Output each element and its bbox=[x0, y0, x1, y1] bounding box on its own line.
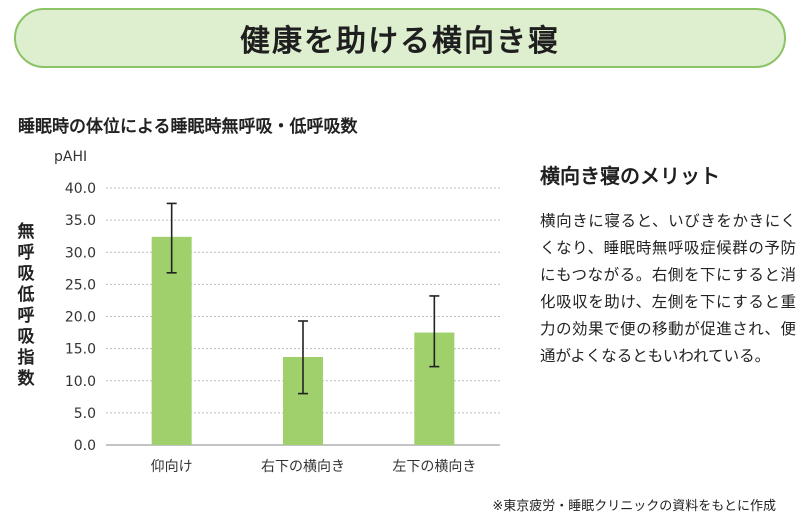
x-tick-label: 左下の横向き bbox=[392, 459, 476, 475]
y-tick-label: 20.0 bbox=[65, 310, 96, 326]
bar-chart: 0.0 5.0 10.0 15.0 20.0 25.0 30.0 35.0 40.0 仰向け 右下の… bbox=[65, 181, 500, 475]
y-axis-unit: pAHI bbox=[54, 149, 88, 165]
y-tick-label: 35.0 bbox=[65, 213, 96, 229]
y-tick-label: 10.0 bbox=[65, 374, 96, 390]
y-tick-label: 0.0 bbox=[74, 438, 96, 454]
source-note: ※東京疲労・睡眠クリニックの資料をもとに作成 bbox=[492, 499, 776, 514]
y-tick-label: 15.0 bbox=[65, 342, 96, 358]
x-tick-label: 仰向け bbox=[151, 459, 193, 475]
chart-title: 睡眠時の体位による睡眠時無呼吸・低呼吸数 bbox=[18, 117, 358, 137]
y-tick-label: 30.0 bbox=[65, 245, 96, 261]
x-tick-label: 右下の横向き bbox=[261, 459, 345, 475]
title-banner: 健康を助ける横向き寝 bbox=[14, 8, 786, 68]
y-axis-label: 無呼吸低呼吸指数 bbox=[17, 222, 35, 389]
merit-body: 横向きに寝ると、いびきをかきにくくなり、睡眠時無呼吸症候群の予防にもつながる。右… bbox=[540, 212, 796, 365]
y-tick-label: 40.0 bbox=[65, 181, 96, 197]
merit-heading: 横向き寝のメリット bbox=[540, 164, 720, 188]
page-title: 健康を助ける横向き寝 bbox=[240, 24, 560, 59]
y-tick-label: 5.0 bbox=[74, 406, 96, 422]
y-tick-label: 25.0 bbox=[65, 277, 96, 293]
